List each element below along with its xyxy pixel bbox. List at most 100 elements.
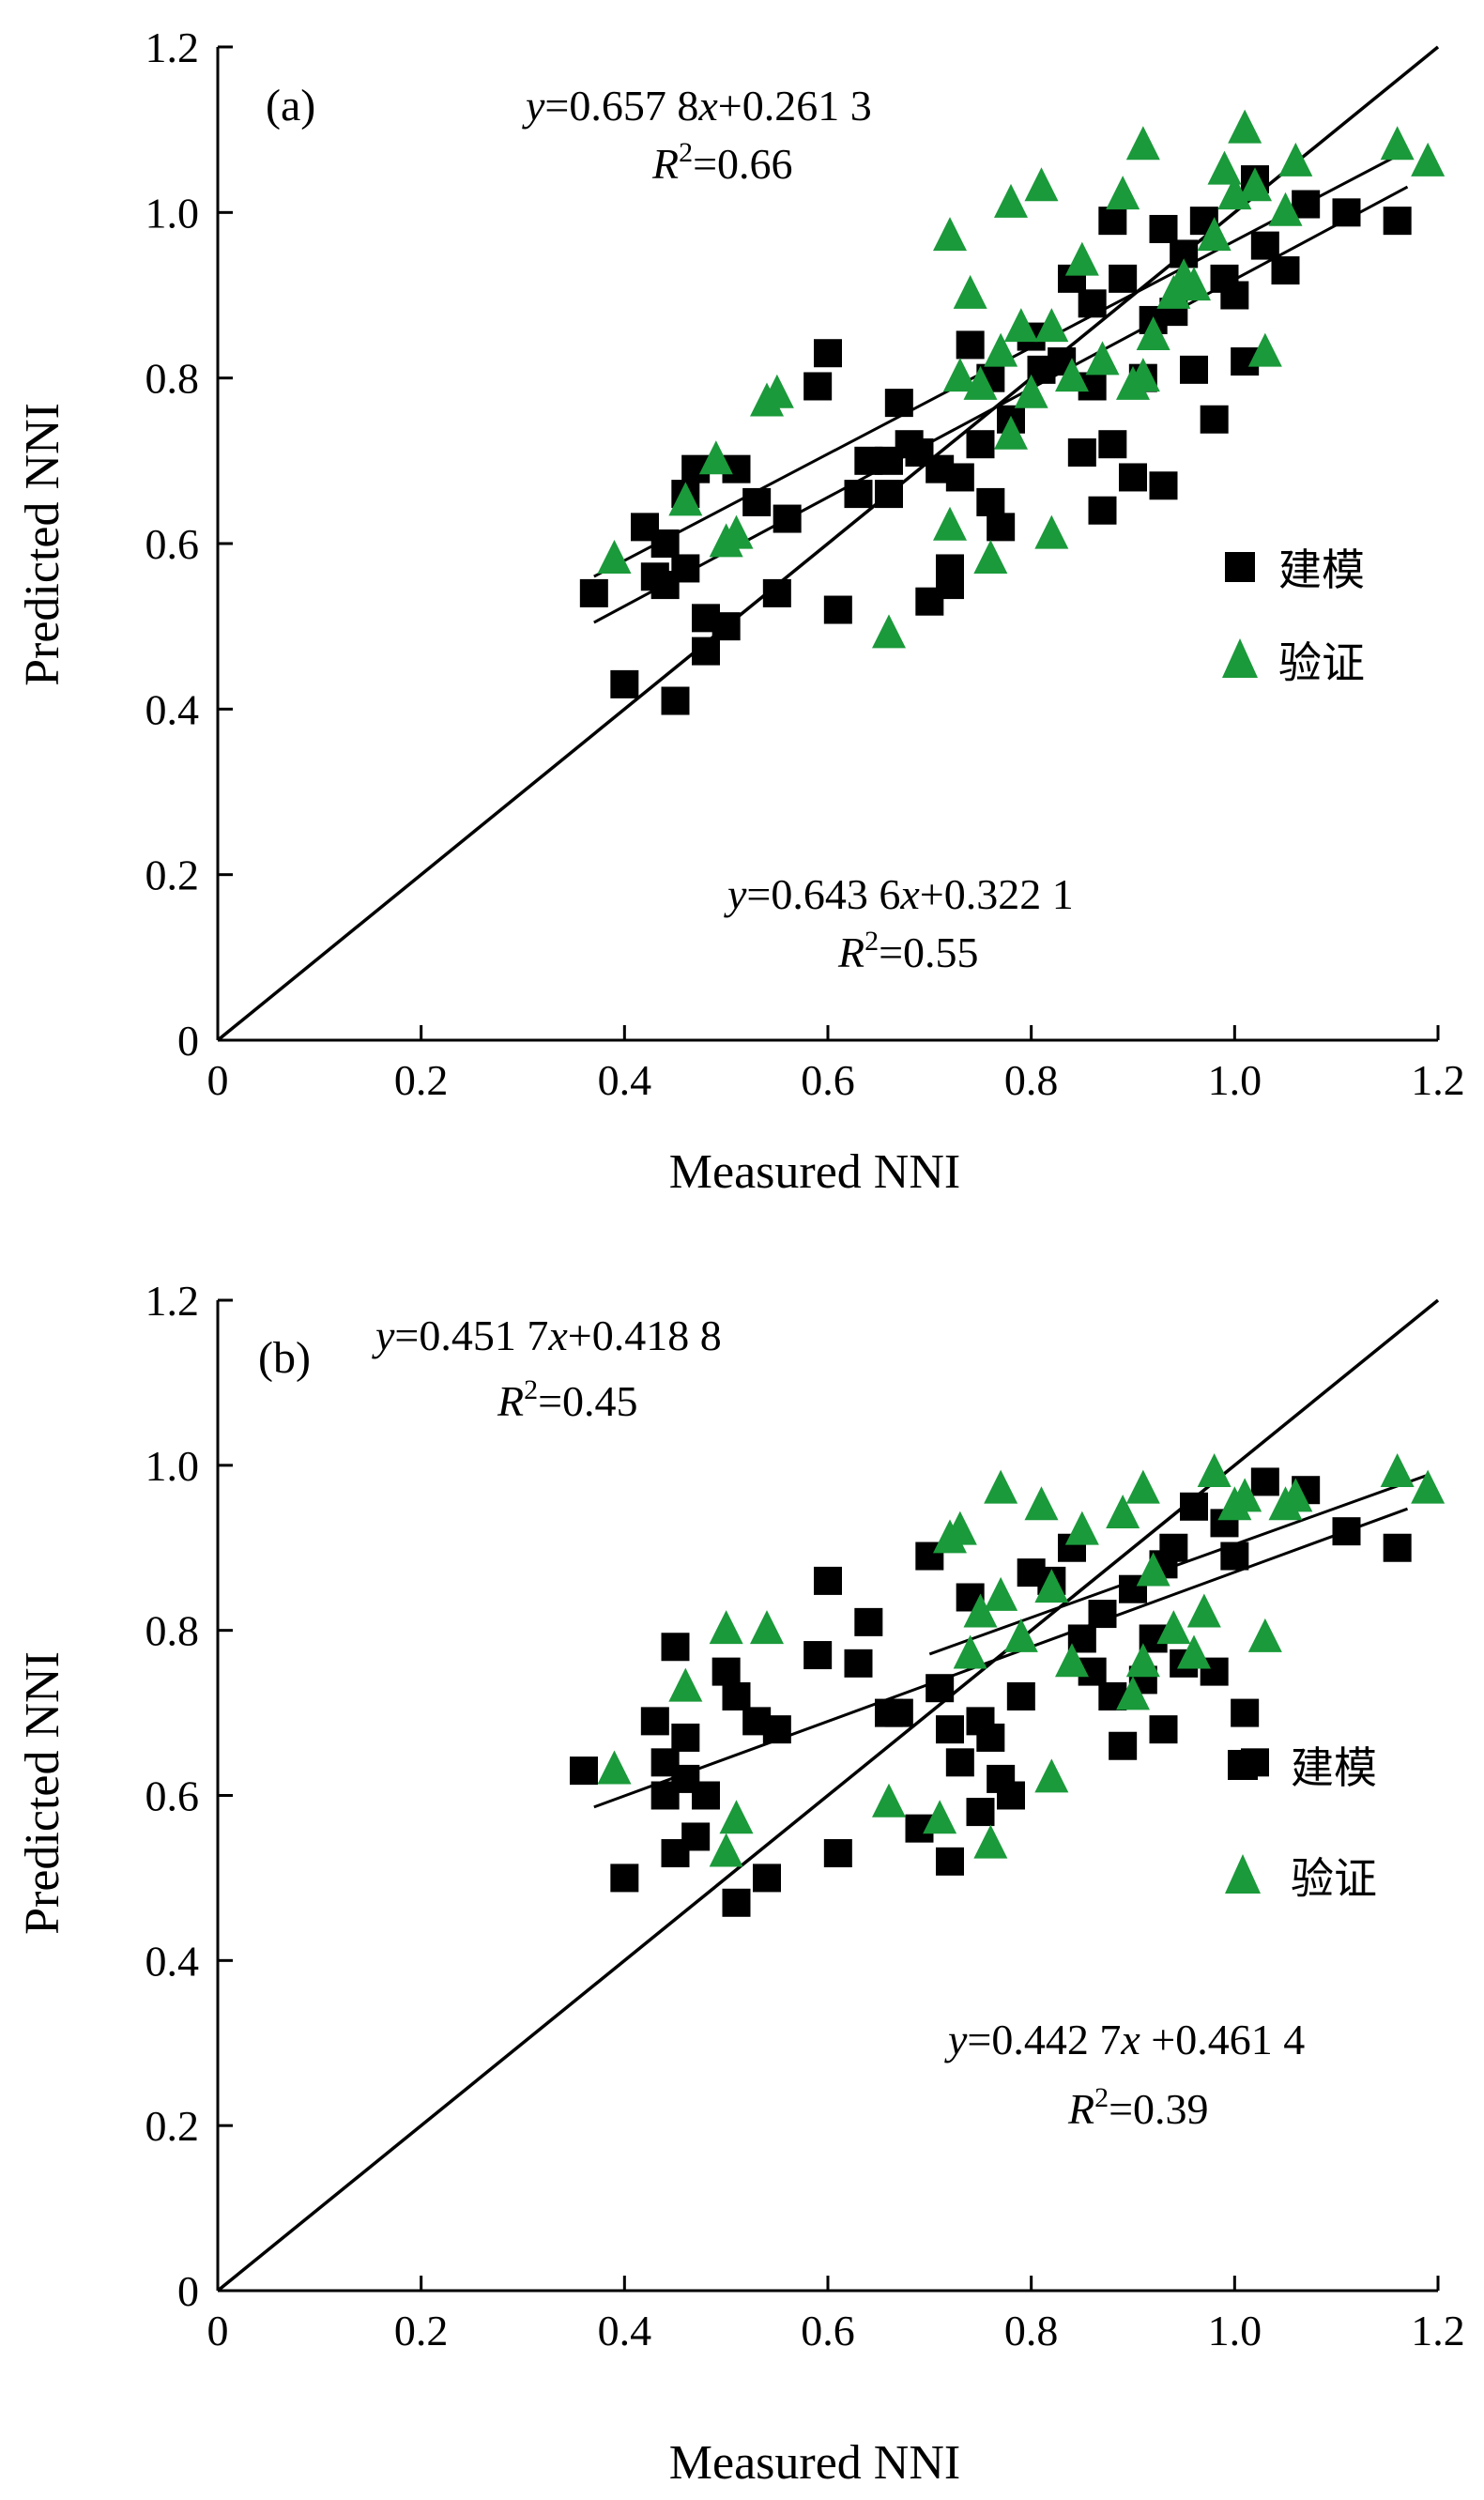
- validation-point: [1411, 142, 1446, 176]
- validation-point: [1207, 150, 1242, 185]
- x-tick-label: 0.6: [801, 1056, 855, 1104]
- legend-triangle-marker: [1225, 1854, 1261, 1894]
- eq-x: x: [899, 870, 920, 918]
- validation-point: [1034, 308, 1069, 343]
- x-tick-label: 0.2: [394, 2307, 449, 2354]
- ticks-b: 0 0.2 0.4 0.6 0.8 1.0 1.2 0 0.2 0.4 0.6 0.8 1.0 1.2: [145, 1277, 1465, 2354]
- y-tick-label: 1.0: [145, 189, 200, 237]
- eq-intercept: +0.418 8: [568, 1311, 722, 1359]
- modeling-point: [884, 1698, 913, 1727]
- equation-lower-b: y=0.442 7x +0.461 4: [944, 2016, 1305, 2063]
- eq-y: y: [944, 2016, 968, 2063]
- y-tick-label: 0: [177, 1017, 199, 1065]
- validation-point: [1238, 167, 1272, 202]
- modeling-point: [579, 578, 608, 607]
- x-axis-label-b: Measured NNI: [669, 2436, 960, 2490]
- legend-square-marker: [1225, 552, 1255, 582]
- validation-point: [1055, 1643, 1089, 1678]
- eq-slope: =0.643 6: [746, 870, 900, 918]
- validation-point: [973, 540, 1008, 575]
- eq-slope: =0.657 8: [544, 82, 698, 130]
- modeling-point: [844, 1649, 873, 1678]
- validation-point: [1177, 267, 1211, 301]
- validation-point: [1106, 1494, 1140, 1528]
- validation-point: [872, 1783, 906, 1817]
- modeling-point: [1383, 1533, 1412, 1562]
- validation-point: [709, 1610, 743, 1645]
- modeling-point: [1098, 207, 1127, 236]
- modeling-point: [1332, 1517, 1361, 1546]
- panel-label-a: (a): [266, 81, 315, 130]
- validation-point: [923, 1800, 957, 1834]
- modeling-point: [1088, 1600, 1117, 1629]
- validation-point: [719, 514, 754, 549]
- validation-point: [953, 1634, 987, 1669]
- modeling-point: [1088, 496, 1117, 525]
- one-to-one-line: [216, 45, 1440, 1042]
- y-tick-label: 0.2: [145, 2102, 200, 2150]
- legend-triangle-marker: [1222, 638, 1258, 678]
- modeling-point: [1109, 1731, 1138, 1760]
- r2-value: =0.45: [538, 1377, 637, 1425]
- x-tick-label: 0.8: [1004, 1056, 1059, 1104]
- validation-point: [953, 274, 987, 309]
- validation-point: [942, 1511, 977, 1545]
- eq-x: x: [697, 82, 718, 130]
- validation-point: [1034, 514, 1069, 549]
- y-tick-label: 0.4: [145, 685, 200, 733]
- modeling-point: [1149, 1715, 1178, 1744]
- modeling-point: [692, 637, 720, 666]
- validation-point: [709, 1833, 743, 1867]
- modeling-point: [640, 1707, 669, 1736]
- r2-upper-a: R2=0.66: [651, 137, 793, 188]
- validation-point: [668, 482, 703, 516]
- x-tick-label: 0.2: [394, 1056, 449, 1104]
- panel-b: 0 0.2 0.4 0.6 0.8 1.0 1.2 0 0.2 0.4 0.6 0.8 1.0 1.2 (…: [16, 1277, 1465, 2490]
- modeling-point: [854, 1607, 883, 1636]
- r2-superscript: 2: [524, 1374, 538, 1405]
- x-tick-label: 1.0: [1208, 1056, 1262, 1104]
- validation-point: [1034, 1758, 1069, 1793]
- modeling-point: [884, 389, 913, 418]
- r2-lower-a: R2=0.55: [837, 926, 979, 976]
- r2-superscript: 2: [679, 137, 693, 168]
- modeling-point: [1220, 1541, 1249, 1571]
- legend-label-validation: 验证: [1291, 1855, 1377, 1903]
- modeling-point: [875, 480, 903, 509]
- equation-lower-a: y=0.643 6x+0.322 1: [724, 870, 1074, 918]
- modeling-point: [945, 1748, 974, 1777]
- validation-point: [984, 1469, 1018, 1504]
- r2-upper-b: R2=0.45: [497, 1374, 638, 1425]
- r2-lower-b: R2=0.39: [1067, 2082, 1209, 2133]
- panel-a: 0 0.2 0.4 0.6 0.8 1.0 1.2 0 0.2 0.4 0.6 0.8 1.0 1.2 (…: [16, 23, 1465, 1199]
- r2-symbol: R: [497, 1377, 524, 1425]
- validation-point: [984, 1576, 1018, 1611]
- validation-point: [1125, 358, 1160, 392]
- eq-slope: =0.451 7: [394, 1311, 548, 1359]
- validation-point: [984, 332, 1018, 367]
- eq-intercept: +0.461 4: [1140, 2016, 1305, 2063]
- validation-point: [1116, 1676, 1150, 1710]
- legend-label-validation: 验证: [1278, 639, 1365, 687]
- validation-point: [1125, 126, 1160, 161]
- validation-point: [1177, 1634, 1211, 1669]
- validation-point: [1156, 1610, 1191, 1645]
- x-tick-label: 0: [207, 2307, 229, 2354]
- validation-point: [1247, 332, 1282, 367]
- y-tick-label: 0.8: [145, 355, 200, 403]
- fit-line: [928, 1473, 1429, 1656]
- validation-point: [1024, 1486, 1059, 1521]
- modeling-point: [671, 1723, 700, 1752]
- modeling-point: [1119, 463, 1147, 492]
- validation-point: [994, 415, 1028, 450]
- modeling-point: [1067, 438, 1096, 468]
- x-tick-label: 0.4: [598, 1056, 652, 1104]
- modeling-point: [753, 1863, 781, 1893]
- modeling-point: [966, 1798, 995, 1827]
- x-tick-label: 0.4: [598, 2307, 652, 2354]
- eq-y: y: [372, 1311, 395, 1359]
- modeling-point: [650, 529, 680, 558]
- modeling-point: [1332, 198, 1361, 227]
- validation-point: [597, 1750, 632, 1785]
- modeling-point: [1006, 1682, 1035, 1710]
